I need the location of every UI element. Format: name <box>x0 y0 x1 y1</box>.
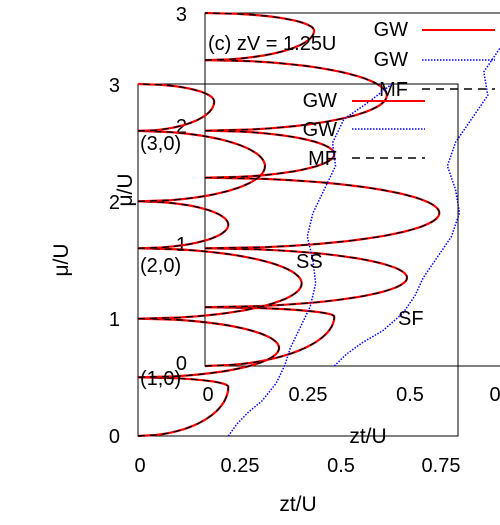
front-panel: 3 2 1 0 0 0.25 0.5 0.75 zt/U μ/U (3,0) (… <box>50 75 460 516</box>
back-legend: GW GW MF <box>374 19 495 101</box>
region-label-sf: SF <box>398 308 424 330</box>
back-lobe-mf-6 <box>204 12 315 61</box>
region-label-1-0: (1,0) <box>140 368 181 390</box>
front-ytick-3: 3 <box>109 75 120 97</box>
front-xtick-0: 0 <box>134 455 145 477</box>
back-lobe-mf-1 <box>204 306 336 367</box>
back-sf-boundary <box>333 47 500 367</box>
front-lobe-mf-4 <box>137 200 230 249</box>
back-lobes <box>204 11 441 368</box>
front-legend-gw-red-label: GW <box>303 90 338 112</box>
back-lobe-mf-5 <box>204 59 388 132</box>
region-label-3-0: (3,0) <box>140 133 181 155</box>
back-lobe-gw-5 <box>204 59 388 132</box>
front-ytick-1: 1 <box>109 309 120 331</box>
front-lobes <box>137 82 303 438</box>
back-lobe-gw-3 <box>204 176 441 250</box>
front-legend-gw-blue-label: GW <box>303 119 338 141</box>
front-lobe-mf-3 <box>137 247 303 320</box>
back-plot-frame <box>204 12 500 367</box>
front-sf-boundary <box>227 83 393 437</box>
front-xtick-05: 0.5 <box>327 455 355 477</box>
front-xlabel: zt/U <box>279 493 316 516</box>
back-legend-gw-blue-label: GW <box>374 49 409 71</box>
front-ytick-0: 0 <box>109 426 120 448</box>
front-lobe-mf-2 <box>137 318 280 378</box>
back-ytick-0: 0 <box>176 353 187 375</box>
front-lobe-mf-1 <box>137 376 230 437</box>
region-label-ss: SS <box>296 251 323 273</box>
back-xtick-025: 0.25 <box>289 384 328 406</box>
front-plot-frame <box>137 83 459 437</box>
back-xtick-last: 0 <box>489 384 500 406</box>
back-ytick-3: 3 <box>176 4 187 26</box>
back-xtick-05: 0.5 <box>396 384 424 406</box>
region-label-2-0: (2,0) <box>140 255 181 277</box>
front-lobe-mf-6 <box>137 83 215 132</box>
front-xtick-075: 0.75 <box>422 455 461 477</box>
back-ytick-2: 2 <box>176 116 187 138</box>
back-lobe-mf-3 <box>204 177 441 249</box>
panel-annotation: (c) zV = 1.25U <box>208 33 336 55</box>
front-sf-boundary-line <box>227 83 393 437</box>
front-legend: GW GW MF <box>303 90 425 170</box>
front-legend-mf-label: MF <box>308 148 337 170</box>
back-sf-boundary-line <box>333 47 500 367</box>
back-ylabel: μ/U <box>114 173 137 206</box>
front-ytick-2: 2 <box>109 192 120 214</box>
front-lobe-mf-5 <box>137 130 266 202</box>
front-xtick-025: 0.25 <box>221 455 260 477</box>
front-ylabel: μ/U <box>50 243 73 276</box>
back-lobe-mf-2 <box>204 247 408 308</box>
back-xtick-0: 0 <box>202 384 213 406</box>
back-legend-gw-red-label: GW <box>374 19 409 41</box>
